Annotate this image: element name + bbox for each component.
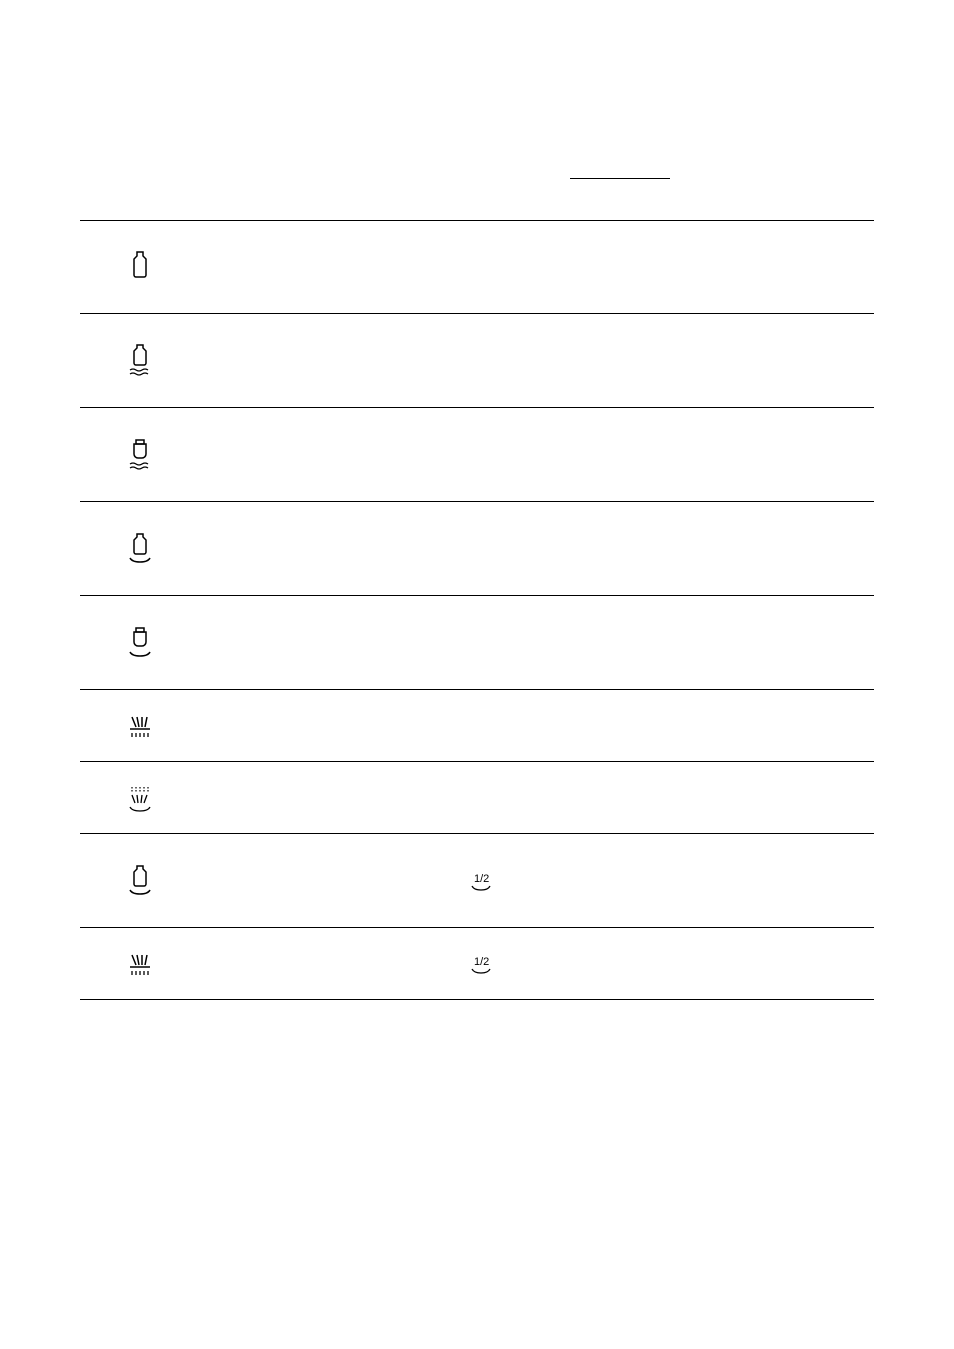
table-row [80,762,874,834]
table-row [80,596,874,690]
bottle-steam-icon [80,344,170,378]
page: 1/2 1/2 [0,0,954,1349]
svg-text:1/2: 1/2 [474,873,489,885]
bottle-tray-icon [80,532,170,566]
table-row: 1/2 [80,834,874,928]
bottle-icon [80,250,170,284]
table-row [80,502,874,596]
header-underline [570,178,670,179]
svg-text:1/2: 1/2 [474,956,489,968]
table-row [80,690,874,762]
fraction-icon: 1/2 [470,953,492,975]
table-row [80,408,874,502]
bottle-tray-icon [80,864,170,898]
cup-steam-icon [80,438,170,472]
fraction-icon: 1/2 [470,870,492,892]
table-row [80,314,874,408]
cup-tray-icon [80,626,170,660]
grill-icon [80,709,170,743]
grill-icon [80,947,170,981]
table-row: 1/2 [80,928,874,1000]
table-row [80,220,874,314]
grill-fan-icon [80,781,170,815]
icon-table: 1/2 1/2 [80,220,874,1000]
